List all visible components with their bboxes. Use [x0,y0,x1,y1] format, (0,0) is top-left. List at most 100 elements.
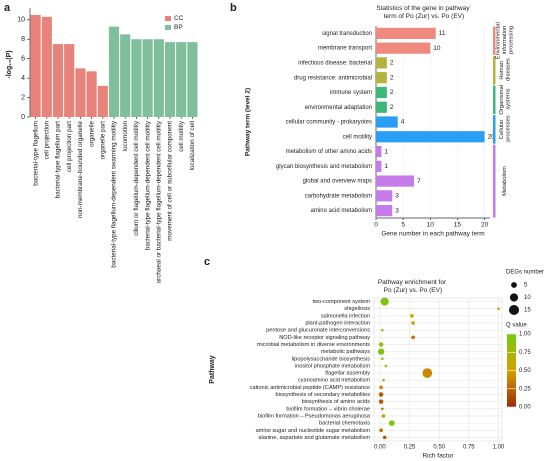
value-label: 2 [390,104,394,111]
y-tick-label: amino acid metabolism [311,208,372,214]
y-tick-label: 6 [21,56,25,63]
x-tick-label: 0.25 [404,445,416,451]
legend-label: 10 [524,295,531,301]
bubble [378,399,384,404]
group-label: Metabolism [502,166,508,196]
bar [376,101,387,113]
x-tick-label: localization of cell [189,121,196,170]
x-tick-label: 5 [401,222,405,229]
value-label: 2 [390,74,394,81]
y-tick-label: environmental adaptation [305,105,372,111]
y-tick-label: amino sugar and nucleotide sugar metabol… [256,428,371,434]
value-label: 20 [488,133,496,140]
group-label-wrap: Organismal systems [498,85,511,115]
y-tick-label: salmonella infection [321,313,370,319]
bar [86,71,97,117]
y-tick-label: infectious disease: bacterial [298,61,372,67]
legend-bubble [511,282,517,288]
x-tick-label: cilium or flagellum-dependent cell motil… [133,120,140,236]
y-tick-label: 2 [21,94,25,101]
bubble [497,307,500,311]
y-tick-label: drug resistance: antimicrobial [294,75,372,81]
y-tick-label: plant-pathogen interaction [305,321,370,327]
y-tick-label: 10 [17,17,25,24]
y-axis-label: Pathway term (level 2) [245,88,252,156]
y-tick-label: cell motility [343,134,372,140]
x-tick-label: 1.00 [493,445,505,451]
bubble [377,348,385,355]
y-tick-label: lipopolysaccharide biosynthesis [292,356,371,362]
bubble [410,314,414,318]
bubble [411,321,415,325]
bubble [380,357,384,361]
value-label: 3 [395,207,399,214]
bar [376,57,387,69]
value-label: 1 [384,148,388,155]
y-tick-label: signal transduction [322,31,372,37]
bubble [379,428,383,433]
group-strip [493,56,496,85]
y-tick-label: alanine, aspartate and glutamate metabol… [258,435,370,441]
bubble [381,414,386,418]
bar [376,27,436,39]
y-tick-label: inositol phosphate metabolism [295,363,371,369]
x-tick-label: locomotion [122,121,129,152]
bar [176,42,187,118]
y-tick-label: biofilm formation – Pseudomonas aerugino… [258,413,371,419]
legend-label: 15 [524,308,531,314]
group-label-wrap: Metabolism [502,166,508,196]
bar [41,16,52,117]
chart-title: Statistics of the gene in pathway term o… [376,5,470,20]
y-tick-label: 8 [21,36,25,43]
x-tick-label: cell projection [43,121,50,160]
group-label: Organismal systems [498,85,511,115]
x-tick-label: 0.50 [433,445,445,451]
legend-swatch [165,16,171,21]
bar [75,68,86,117]
y-tick-label: 4 [21,75,25,82]
x-tick-label: 10 [427,222,435,229]
group-strip [493,115,496,144]
y-tick-label: shigellosis [344,306,370,312]
y-tick-label: immune system [330,90,372,96]
bar [376,175,414,187]
bar [376,160,382,172]
bar [142,39,153,117]
y-tick-label: biosynthesis of secondary metabolites [275,392,370,398]
bubble [378,392,384,397]
legend-label: CC [174,15,184,22]
bubble [378,342,384,347]
x-tick-label: non-membrane-bounded organelle [77,121,84,218]
x-tick-label: movement of cell or subcellular componen… [167,121,174,241]
x-tick-label: bacterial-type flagellum-dependent swarm… [111,120,118,267]
group-label: Human diseases [498,58,511,83]
group-strip [493,144,496,218]
bar [376,190,393,202]
y-tick-label: NOD-like receptor signaling pathway [279,335,370,341]
y-tick-label: global and overview maps [303,179,372,185]
group-label-wrap: Cellular processes [498,115,511,143]
y-tick-label: cationic antimicrobial peptide (CAMP) re… [250,385,370,391]
bar [153,39,164,117]
bar [376,131,485,143]
bar [52,44,64,118]
chart-title: Pathway enrichment for Po (Zur) vs. Po (… [378,279,447,294]
value-label: 4 [401,119,405,126]
panel-label: c [204,256,210,268]
y-tick-label: 0 [21,114,25,121]
bar [376,116,398,128]
y-tick-label: two-component system [312,299,370,305]
bar [376,86,387,99]
panel-label: a [4,2,11,14]
y-tick-label: biofilm formation – vibrio cholerae [286,406,370,412]
bubble [382,378,385,382]
y-tick-label: glycan biosynthesis and metabolism [276,164,372,170]
bubble [380,328,384,332]
x-tick-label: organelle part [99,121,106,160]
colorbar-label: 1.00 [519,332,531,338]
group-label-wrap: Human diseases [498,58,511,83]
value-label: 11 [439,30,446,37]
bar [187,42,198,118]
bubble [380,407,384,411]
